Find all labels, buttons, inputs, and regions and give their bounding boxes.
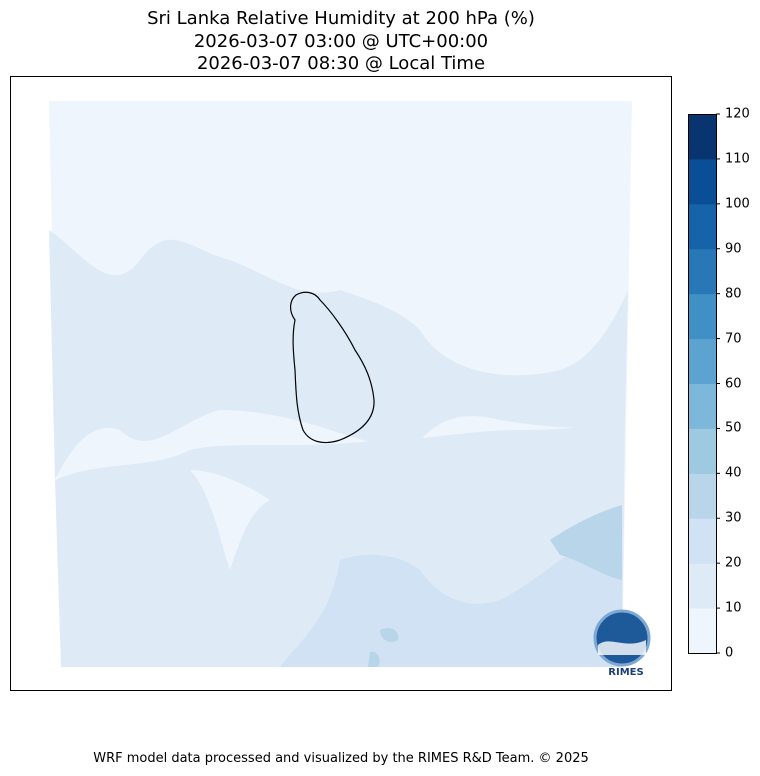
colorbar-segment — [688, 563, 716, 609]
colorbar-tick-label: 70 — [725, 331, 742, 347]
colorbar-tick-label: 30 — [725, 510, 742, 526]
level-20-30 — [280, 520, 622, 667]
colorbar-segment — [688, 473, 716, 519]
colorbar-segment — [688, 383, 716, 429]
colorbar-tick-label: 80 — [725, 286, 742, 302]
colorbar-tick-label: 100 — [725, 196, 750, 212]
chart-title: Sri Lanka Relative Humidity at 200 hPa (… — [147, 8, 535, 29]
colorbar-segment — [688, 114, 716, 160]
level-30-40 — [380, 628, 399, 642]
colorbar-tick-label: 110 — [725, 151, 750, 167]
colorbar-segment — [688, 248, 716, 295]
colorbar-segment — [688, 293, 716, 340]
colorbar-tick-label: 50 — [725, 420, 742, 436]
level-30-40 — [368, 651, 380, 667]
colorbar-segment — [688, 428, 716, 474]
footer-credit: WRF model data processed and visualized … — [93, 751, 589, 766]
colorbar-tick-label: 60 — [725, 376, 742, 391]
colorbar-tick-label: 0 — [725, 645, 734, 661]
colorbar-segment — [688, 158, 716, 205]
colorbar-segment — [688, 203, 716, 250]
colorbar-tick-label: 10 — [725, 600, 742, 616]
svg-text:RIMES: RIMES — [608, 667, 643, 678]
level-30-40 — [550, 505, 622, 580]
level-10-20 — [49, 230, 628, 480]
colorbar-segment — [688, 338, 716, 384]
colorbar-tick-label: 90 — [725, 241, 742, 257]
utc-time: 2026-03-07 03:00 @ UTC+00:00 — [193, 31, 489, 52]
colorbar-segment — [688, 518, 716, 564]
local-time: 2026-03-07 08:30 @ Local Time — [196, 53, 486, 74]
colorbar-tick-label: 40 — [725, 465, 742, 481]
rimes-logo: RIMES — [593, 609, 651, 678]
colorbar — [688, 113, 720, 654]
colorbar-tick-label: 20 — [725, 555, 742, 571]
level-0-10-patch — [190, 470, 270, 570]
colorbar-segment — [688, 608, 716, 654]
colorbar-tick-label: 120 — [725, 106, 750, 122]
humidity-field — [49, 101, 632, 667]
sri-lanka-coastline — [290, 291, 375, 444]
